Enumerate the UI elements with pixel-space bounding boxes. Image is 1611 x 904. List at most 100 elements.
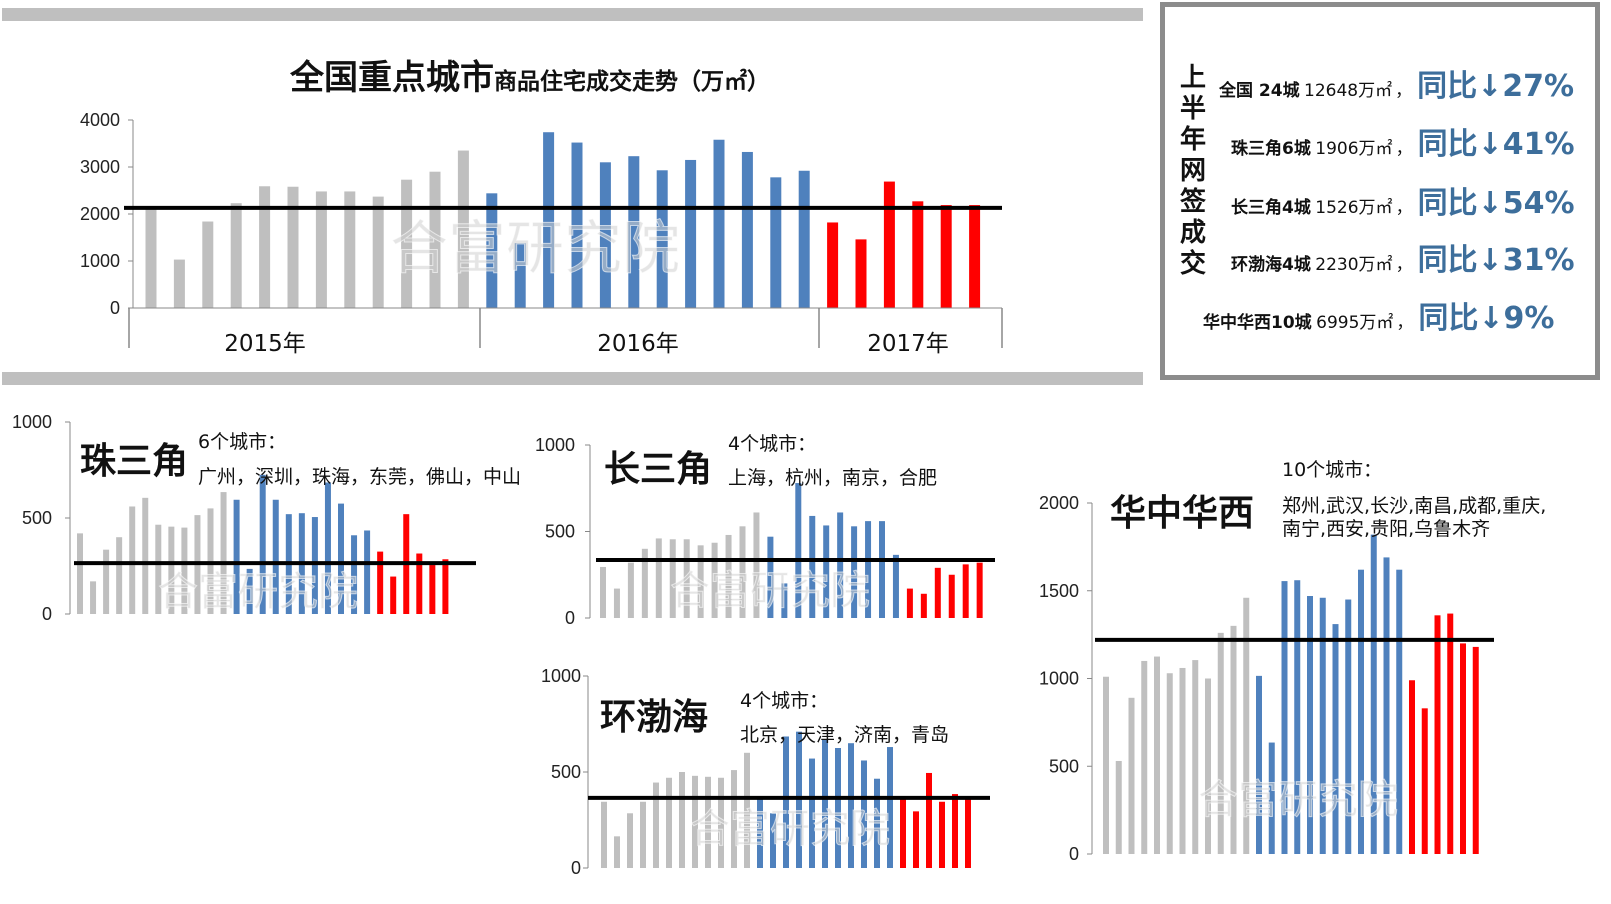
national-year-label: 2015年	[224, 331, 306, 357]
hzhx-bar	[1434, 615, 1441, 854]
national-y-tick-label: 2000	[80, 204, 120, 224]
hbh-bar	[848, 743, 854, 868]
zsj-bar	[116, 537, 123, 614]
hzhx-bar	[1319, 597, 1326, 854]
zsj-bar	[259, 474, 266, 614]
hzhx-bar	[1103, 676, 1109, 854]
hbh-city-list: 北京，天津，济南，青岛	[740, 724, 950, 746]
hbh-bar	[692, 775, 698, 868]
hbh-bar	[666, 777, 672, 868]
top-band	[2, 8, 1143, 21]
summary-vertical-label: 上半年网签成交	[1179, 63, 1206, 279]
hbh-bar	[679, 772, 685, 868]
zsj-bar	[272, 499, 279, 614]
csj-bar	[948, 574, 955, 618]
hzhx-bar	[1230, 625, 1237, 854]
national-y-tick-label: 3000	[80, 157, 120, 177]
csj-bar	[781, 583, 788, 618]
hzhx-bar	[1345, 599, 1352, 854]
zsj-bar	[103, 549, 110, 614]
summary-row-value: 1906万㎡	[1315, 139, 1393, 159]
csj-bar	[795, 483, 802, 618]
summary-row-yoy: 同比↓27%	[1417, 69, 1575, 104]
summary-row-value: 1526万㎡	[1315, 198, 1393, 218]
hbh-bar	[718, 777, 724, 868]
csj-bar	[753, 512, 760, 618]
hzhx-bar	[1396, 569, 1403, 854]
csj-bar	[879, 521, 885, 618]
zsj-bar	[168, 526, 175, 614]
summary-row-separator: ，	[1395, 81, 1413, 100]
csj-bar	[711, 542, 718, 618]
national-bar	[486, 193, 498, 308]
summary-row-name: 环渤海4城	[1231, 255, 1311, 275]
hzhx-bar	[1166, 673, 1173, 854]
hzhx-bar	[1154, 656, 1160, 854]
national-watermark: 合富研究院	[390, 214, 680, 282]
main-title-secondary: 商品住宅成交走势（万㎡）	[494, 69, 770, 95]
hbh-y-tick-label: 0	[571, 858, 581, 878]
national-bar	[912, 201, 924, 308]
hzhx-bar	[1141, 660, 1148, 854]
summary-row-yoy: 同比↓54%	[1417, 186, 1575, 221]
zsj-bar	[129, 506, 136, 614]
hbh-bar	[731, 770, 737, 868]
summary-row-name: 全国 24城	[1219, 81, 1300, 101]
zsj-city-count: 6个城市：	[198, 431, 287, 453]
csj-bar	[837, 512, 844, 618]
national-bar	[685, 159, 697, 308]
hzhx-bar	[1268, 742, 1275, 854]
summary-row-separator: ，	[1395, 139, 1413, 158]
zsj-bar	[233, 499, 240, 614]
national-bar	[287, 186, 299, 308]
zsj-y-tick-label: 0	[42, 604, 52, 624]
csj-bar	[655, 538, 662, 618]
summary-row-hzhx: 华中华西10城 6995万㎡，同比↓9%	[1203, 293, 1554, 337]
summary-row-hbh: 环渤海4城 2230万㎡，同比↓31%	[1231, 235, 1575, 279]
csj-bar	[976, 562, 983, 618]
national-bar	[969, 205, 981, 308]
hbh-bar	[770, 813, 776, 868]
summary-row-yoy: 同比↓41%	[1417, 127, 1575, 162]
summary-row-value: 6995万㎡	[1316, 313, 1394, 333]
national-bar	[855, 239, 867, 308]
national-bar	[401, 179, 413, 308]
hzhx-bar	[1472, 646, 1479, 854]
zsj-y-tick-label: 1000	[12, 412, 52, 432]
hzhx-bar	[1383, 557, 1390, 854]
hbh-bar	[926, 772, 932, 868]
bottom-band	[2, 372, 1143, 385]
national-year-label: 2016年	[597, 331, 679, 357]
hzhx-bar	[1358, 569, 1364, 854]
csj-bar	[739, 526, 746, 618]
csj-bar	[767, 536, 774, 618]
national-bar	[713, 139, 725, 308]
zsj-bar	[220, 492, 227, 614]
hzhx-bar	[1243, 597, 1250, 854]
national-bar	[145, 207, 157, 308]
national-y-tick-label: 4000	[80, 110, 120, 130]
national-bar	[315, 191, 327, 308]
hzhx-y-tick-label: 1000	[1039, 669, 1079, 689]
csj-bar	[641, 548, 648, 618]
hzhx-watermark: 合富研究院	[1198, 777, 1398, 823]
hbh-bar	[861, 760, 867, 868]
hbh-city-count: 4个城市：	[740, 690, 829, 712]
hzhx-bar	[1421, 708, 1428, 854]
zsj-bar	[390, 576, 397, 614]
summary-row-name: 长三角4城	[1231, 198, 1311, 218]
hzhx-y-tick-label: 0	[1069, 844, 1079, 864]
hbh-bar	[705, 776, 711, 868]
csj-y-tick-label: 1000	[535, 435, 575, 455]
zsj-bar	[429, 565, 436, 614]
hzhx-region-name: 华中华西	[1110, 493, 1255, 534]
summary-panel: 上半年网签成交 全国 24城 12648万㎡，同比↓27% 珠三角6城 1906…	[1160, 2, 1600, 380]
hbh-bar	[640, 801, 646, 868]
national-bar	[429, 171, 441, 308]
hbh-y-tick-label: 1000	[541, 666, 581, 686]
hbh-bar	[614, 836, 620, 868]
national-bar	[770, 177, 782, 308]
hzhx-bar	[1294, 580, 1301, 854]
csj-region-name: 长三角	[604, 449, 713, 490]
hbh-bar	[939, 801, 945, 868]
